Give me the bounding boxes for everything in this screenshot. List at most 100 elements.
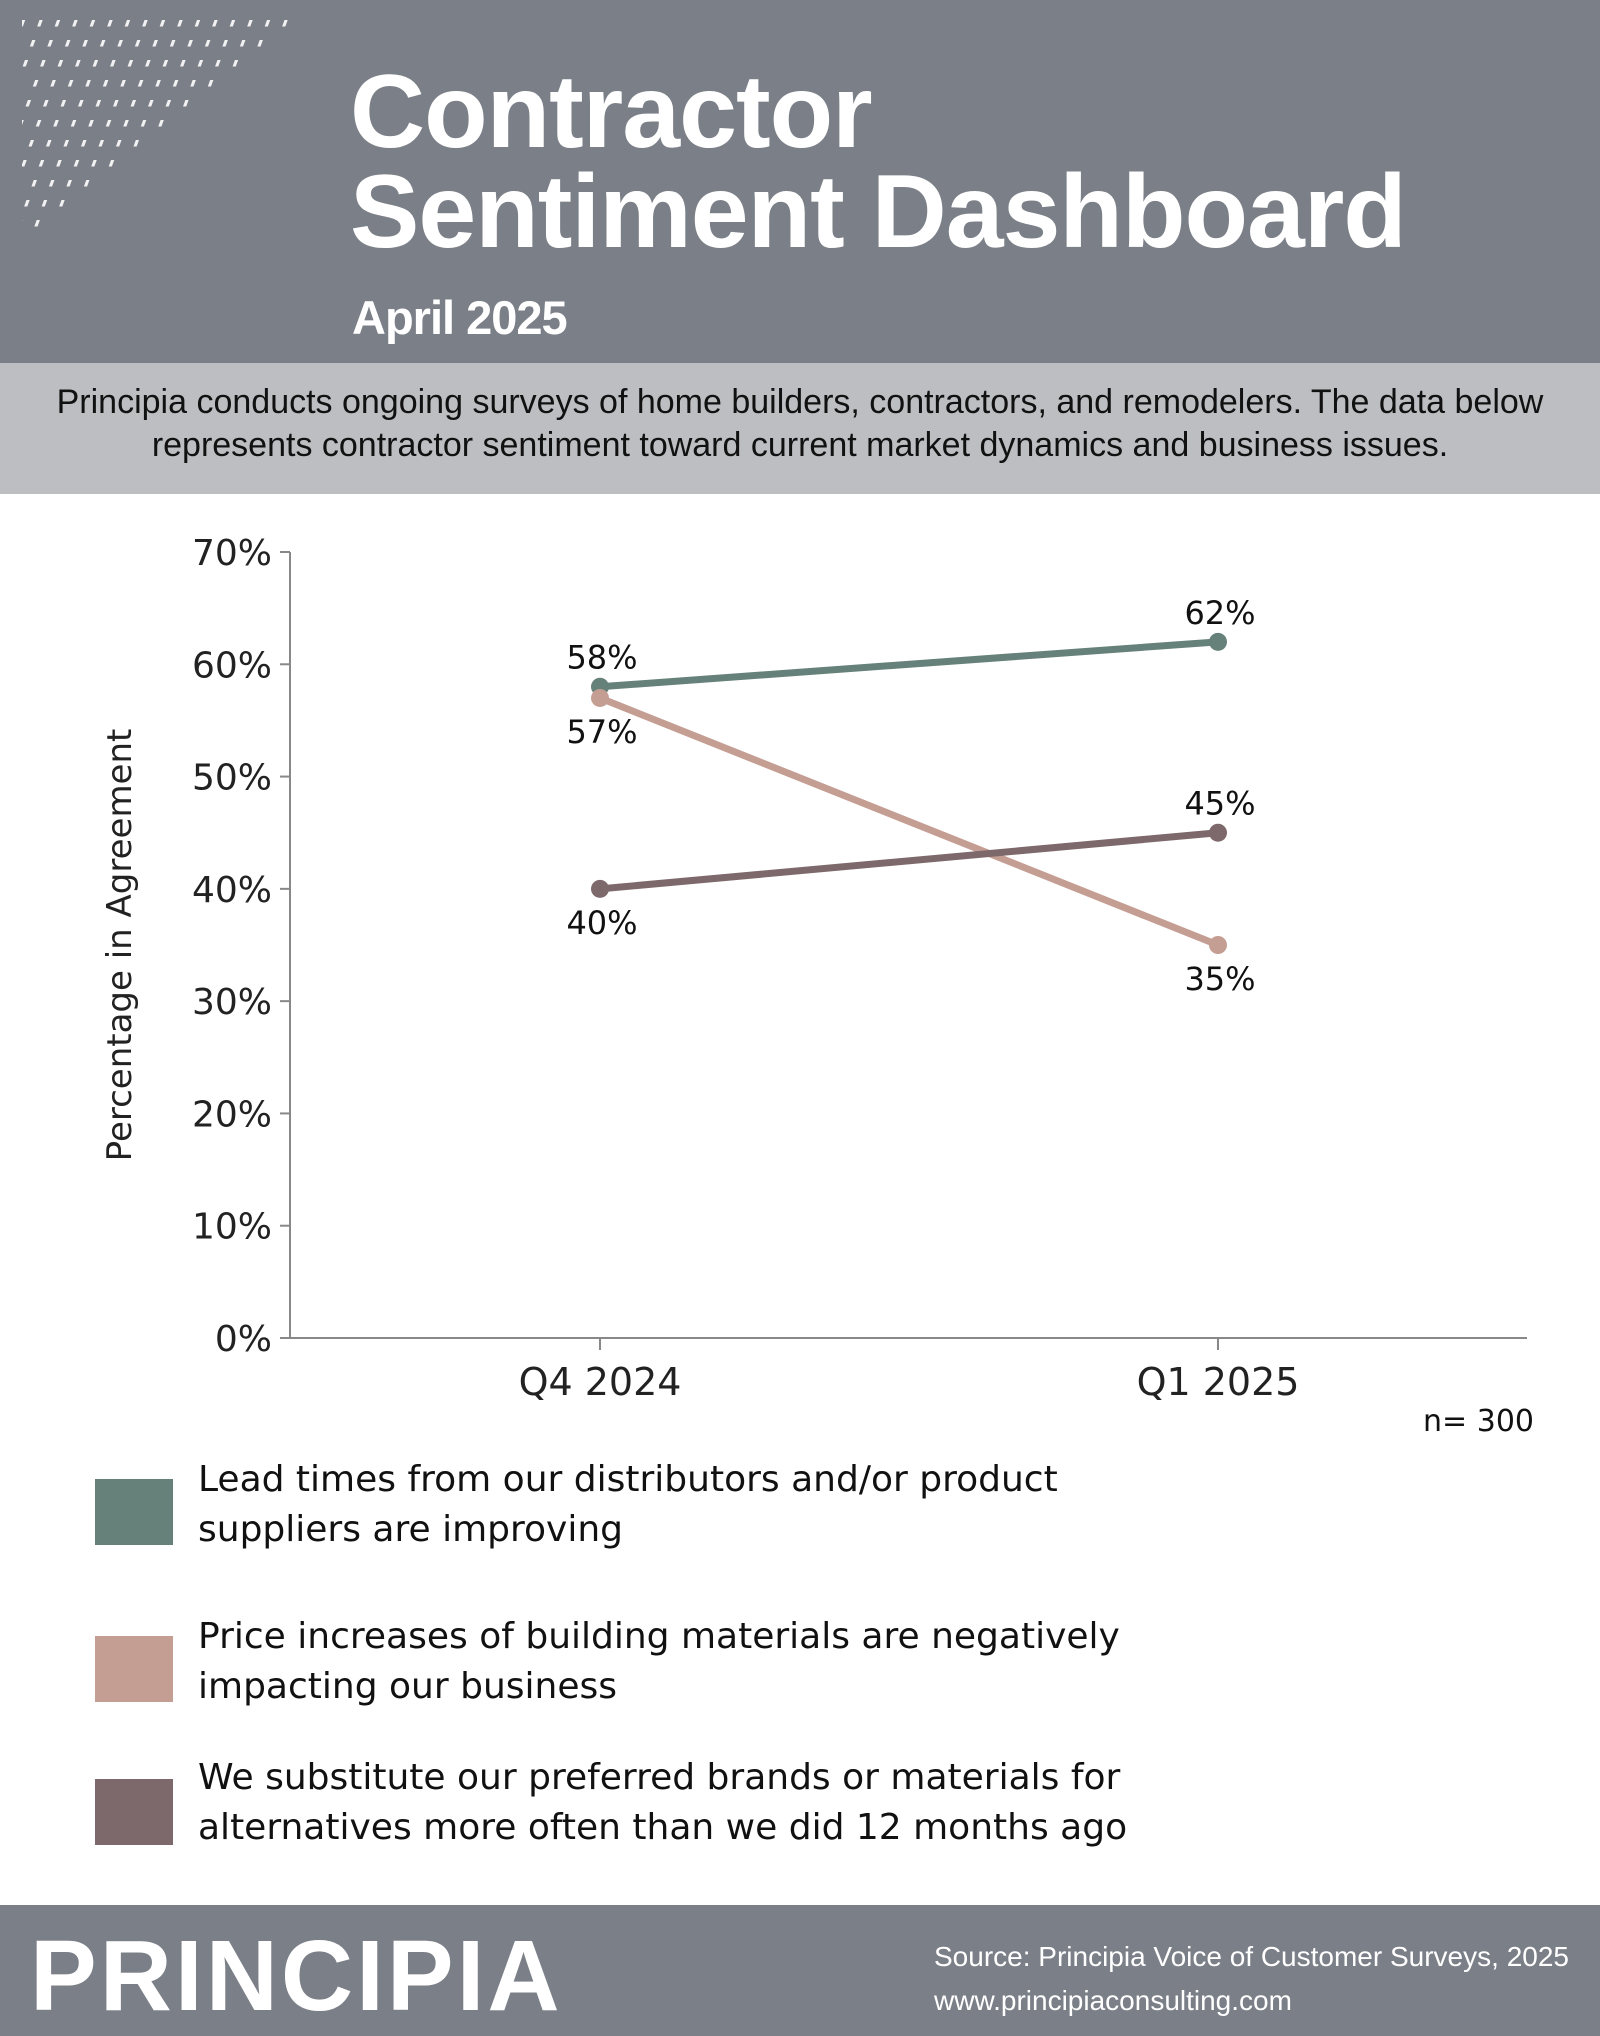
pattern-dot	[40, 60, 46, 67]
y-tick-label: 10%	[192, 1207, 272, 1248]
pattern-dot	[212, 20, 218, 27]
pattern-dot	[22, 160, 27, 167]
legend-label-line: suppliers are improving	[198, 1509, 624, 1550]
page-title: Contractor Sentiment Dashboard	[350, 60, 1550, 264]
y-tick-label: 30%	[192, 982, 272, 1023]
pattern-dot	[22, 20, 26, 27]
legend-label-line: Price increases of building materials ar…	[198, 1616, 1120, 1657]
legend-label-line: alternatives more often than we did 12 m…	[198, 1807, 1128, 1848]
pattern-dot	[70, 120, 77, 127]
pattern-dot	[48, 180, 55, 187]
pattern-dot	[133, 140, 140, 147]
pattern-dot	[222, 40, 228, 47]
pattern-dot	[130, 100, 137, 107]
pattern-dot	[158, 120, 164, 127]
pattern-dot	[25, 100, 32, 107]
pattern-dot	[177, 20, 183, 27]
x-tick-label: Q4 2024	[519, 1360, 682, 1404]
legend-item-lead-times: Lead times from our distributors and/or …	[95, 1455, 1295, 1555]
pattern-dot	[43, 100, 49, 107]
legend-swatch-price-increases	[95, 1636, 173, 1702]
header-banner: Contractor Sentiment Dashboard April 202…	[0, 0, 1600, 363]
pattern-dot	[54, 20, 61, 27]
data-label-lead-times: 62%	[1184, 594, 1255, 632]
legend-label-lead-times: Lead times from our distributors and/or …	[198, 1455, 1248, 1555]
pattern-dot	[180, 60, 186, 67]
data-point-substitution	[1209, 823, 1227, 842]
y-tick-label: 0%	[215, 1319, 272, 1360]
y-tick-label: 50%	[192, 758, 272, 799]
pattern-dot	[92, 60, 99, 67]
pattern-dot	[95, 100, 102, 107]
pattern-dot	[148, 100, 154, 107]
series-line-price-increases	[596, 694, 1222, 949]
report-date: April 2025	[352, 291, 568, 344]
pattern-dot	[204, 40, 211, 47]
y-axis-title: Percentage in Agreement	[100, 729, 140, 1162]
pattern-dot	[28, 140, 35, 147]
pattern-dot	[142, 20, 148, 27]
pattern-dot	[60, 100, 67, 107]
pattern-dot	[22, 60, 29, 67]
data-label-substitution: 45%	[1184, 785, 1255, 823]
principia-logo: PRINCIPIA	[30, 1920, 563, 2032]
pattern-dot	[99, 40, 106, 47]
legend-label-line: impacting our business	[198, 1666, 617, 1707]
data-label-lead-times: 58%	[566, 639, 637, 677]
pattern-dot	[207, 80, 214, 87]
pattern-dot	[145, 60, 151, 67]
pattern-dot	[82, 40, 88, 47]
pattern-dot	[66, 180, 72, 187]
pattern-dot	[75, 60, 81, 67]
pattern-dot	[80, 140, 87, 147]
y-tick-label: 70%	[192, 533, 272, 574]
y-tick-label: 40%	[192, 870, 272, 911]
pattern-dot	[72, 20, 78, 27]
pattern-dot	[120, 80, 126, 87]
pattern-dot	[165, 100, 172, 107]
legend-item-substitution: We substitute our preferred brands or ma…	[95, 1753, 1295, 1853]
data-label-price-increases: 35%	[1184, 960, 1255, 998]
website-link[interactable]: www.principiaconsulting.com	[934, 1985, 1292, 2016]
pattern-dot	[257, 40, 263, 47]
data-point-price-increases	[591, 688, 609, 707]
pattern-dot	[117, 40, 123, 47]
pattern-dot	[159, 20, 166, 27]
pattern-dot	[232, 60, 239, 67]
legend-swatch-substitution	[95, 1779, 173, 1845]
y-tick-label: 60%	[192, 645, 272, 686]
pattern-dot	[89, 20, 96, 27]
pattern-dot	[169, 40, 176, 47]
pattern-dot	[108, 160, 115, 167]
pattern-dot	[59, 200, 65, 207]
dot-pattern-decoration	[22, 20, 288, 227]
pattern-dot	[194, 20, 201, 27]
pattern-dot	[172, 80, 179, 87]
intro-text: Principia conducts ongoing surveys of ho…	[0, 363, 1600, 494]
data-point-price-increases	[1209, 936, 1227, 954]
y-tick-label: 20%	[192, 1094, 272, 1135]
data-label-price-increases: 57%	[566, 713, 637, 751]
pattern-dot	[64, 40, 71, 47]
x-tick-label: Q1 2025	[1137, 1360, 1300, 1404]
pattern-dot	[45, 140, 52, 147]
pattern-dot	[38, 160, 45, 167]
series-line-lead-times	[596, 638, 1222, 691]
pattern-dot	[29, 40, 36, 47]
footer-banner: PRINCIPIA Source: Principia Voice of Cus…	[0, 1905, 1600, 2036]
series-line-substitution	[596, 829, 1222, 893]
pattern-dot	[282, 20, 288, 27]
pattern-dot	[197, 60, 204, 67]
pattern-dot	[67, 80, 74, 87]
pattern-dot	[32, 80, 39, 87]
pattern-dot	[264, 20, 271, 27]
chart-svg: 0% 10% 20% 30% 40% 50% 60% 70% Q4 2024 Q1 2025 Per…	[100, 533, 1534, 1439]
pattern-dot	[91, 160, 97, 167]
pattern-dot	[137, 80, 144, 87]
pattern-dot	[57, 60, 64, 67]
pattern-dot	[22, 120, 24, 127]
pattern-dot	[73, 160, 80, 167]
pattern-dot	[239, 40, 246, 47]
legend-label-price-increases: Price increases of building materials ar…	[198, 1612, 1248, 1712]
legend-swatch-lead-times	[95, 1479, 173, 1545]
